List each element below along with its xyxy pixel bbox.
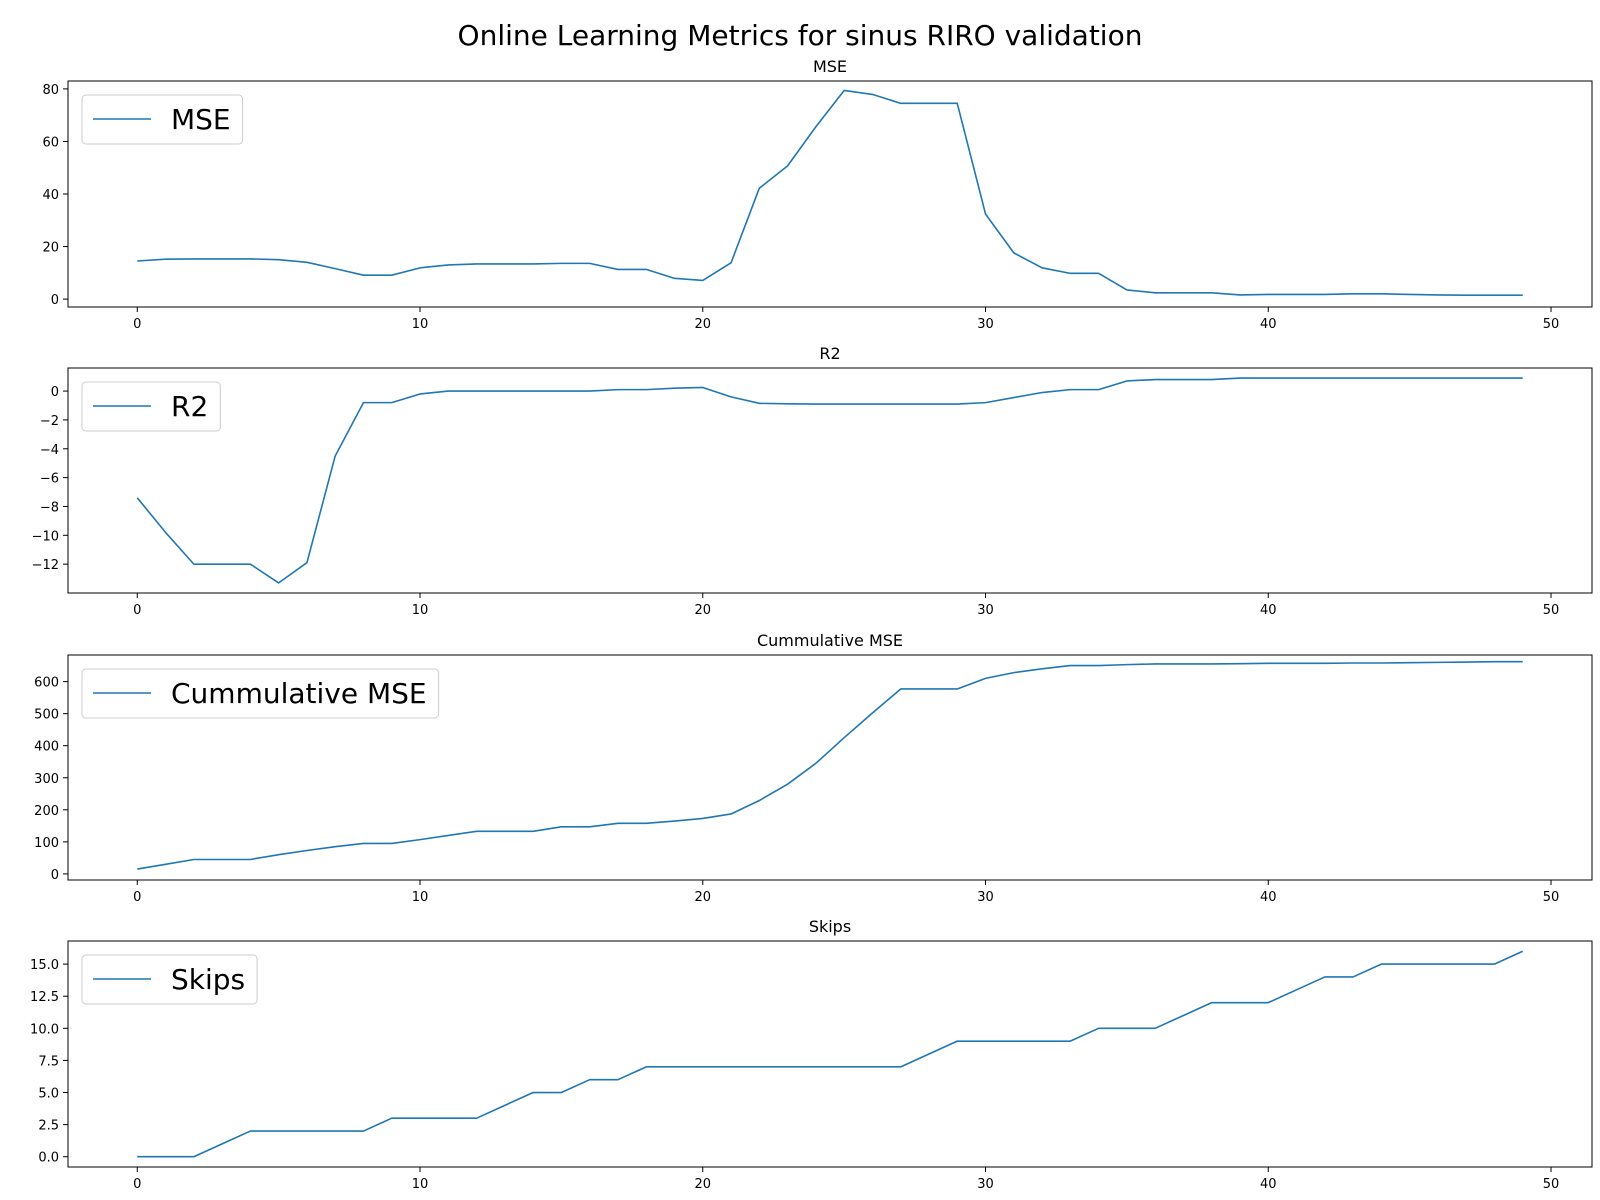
y-tick-label: 80 bbox=[42, 83, 59, 98]
series-line bbox=[137, 89, 1523, 296]
y-tick-label: 0.0 bbox=[38, 1151, 59, 1166]
x-tick-label: 20 bbox=[694, 890, 711, 905]
x-tick-label: 30 bbox=[977, 890, 994, 905]
legend: R2 bbox=[81, 381, 221, 432]
y-tick-label: −10 bbox=[32, 529, 59, 544]
series-line bbox=[136, 377, 1523, 584]
legend: MSE bbox=[81, 94, 244, 145]
y-tick-label: −8 bbox=[40, 500, 59, 515]
axes-frame bbox=[67, 80, 1593, 308]
axes-frame bbox=[67, 940, 1593, 1168]
x-tick-label: 10 bbox=[412, 890, 429, 905]
x-tick-label: 10 bbox=[412, 1177, 429, 1192]
y-tick-label: 12.5 bbox=[30, 990, 59, 1005]
x-tick-label: 40 bbox=[1260, 317, 1277, 332]
subplot-title: MSE bbox=[813, 57, 847, 76]
x-tick-label: 20 bbox=[694, 317, 711, 332]
figure-title: Online Learning Metrics for sinus RIRO v… bbox=[458, 19, 1143, 52]
y-tick-label: 0 bbox=[51, 293, 59, 308]
y-tick-label: 600 bbox=[34, 676, 59, 691]
y-tick-label: −6 bbox=[40, 472, 59, 487]
legend-label: Cummulative MSE bbox=[171, 677, 427, 710]
y-tick-label: −2 bbox=[40, 414, 59, 429]
legend-label: Skips bbox=[171, 963, 245, 996]
series-line bbox=[137, 950, 1524, 1158]
x-tick-label: 50 bbox=[1543, 890, 1560, 905]
subplot-title: R2 bbox=[819, 344, 840, 363]
x-tick-label: 40 bbox=[1260, 603, 1277, 618]
legend-box bbox=[81, 381, 221, 432]
x-tick-label: 30 bbox=[977, 1177, 994, 1192]
x-tick-label: 0 bbox=[133, 603, 141, 618]
y-tick-label: 7.5 bbox=[38, 1054, 59, 1069]
legend-box bbox=[81, 94, 244, 145]
y-tick-label: 40 bbox=[42, 188, 59, 203]
x-tick-label: 30 bbox=[977, 603, 994, 618]
legend-box bbox=[81, 954, 258, 1005]
x-tick-label: 50 bbox=[1543, 1177, 1560, 1192]
legend-label: MSE bbox=[171, 103, 231, 136]
y-tick-label: 200 bbox=[34, 804, 59, 819]
subplot-title: Cummulative MSE bbox=[757, 631, 903, 650]
x-tick-label: 20 bbox=[694, 1177, 711, 1192]
x-tick-label: 0 bbox=[133, 317, 141, 332]
x-tick-label: 10 bbox=[412, 603, 429, 618]
x-tick-label: 0 bbox=[133, 1177, 141, 1192]
legend-box bbox=[81, 668, 440, 719]
y-tick-label: 5.0 bbox=[38, 1087, 59, 1102]
subplot-title: Skips bbox=[809, 917, 851, 936]
y-tick-label: 300 bbox=[34, 772, 59, 787]
y-tick-label: 2.5 bbox=[38, 1119, 59, 1134]
y-tick-label: 0 bbox=[51, 868, 59, 883]
series-line bbox=[137, 660, 1523, 870]
legend: Cummulative MSE bbox=[81, 668, 440, 719]
y-tick-label: −4 bbox=[40, 443, 59, 458]
y-tick-label: −12 bbox=[32, 558, 59, 573]
y-tick-label: 20 bbox=[42, 241, 59, 256]
y-tick-label: 500 bbox=[34, 708, 59, 723]
y-tick-label: 15.0 bbox=[30, 958, 59, 973]
axes-frame bbox=[67, 654, 1593, 881]
y-tick-label: 10.0 bbox=[30, 1022, 59, 1037]
axes-frame bbox=[67, 367, 1593, 594]
subplot-4: Skips 0 10 20 30 40 50 0.0 2.5 5.0 7.5 10.0 12.5 15.0… bbox=[30, 917, 1593, 1192]
subplot-1: MSE 0 10 20 30 40 50 0 20 40 60 80 MSE bbox=[42, 57, 1593, 332]
legend-label: R2 bbox=[171, 390, 208, 423]
y-tick-label: 60 bbox=[42, 135, 59, 150]
x-tick-label: 10 bbox=[412, 317, 429, 332]
subplot-2: R2 0 10 20 30 40 50 0 −2 −4 −6 −8 −10 −12 R2 bbox=[32, 344, 1593, 618]
x-tick-label: 0 bbox=[133, 890, 141, 905]
x-tick-label: 40 bbox=[1260, 1177, 1277, 1192]
legend: Skips bbox=[81, 954, 258, 1005]
x-tick-label: 40 bbox=[1260, 890, 1277, 905]
x-tick-label: 50 bbox=[1543, 603, 1560, 618]
y-tick-label: 400 bbox=[34, 740, 59, 755]
y-tick-label: 100 bbox=[34, 836, 59, 851]
y-tick-label: 0 bbox=[51, 385, 59, 400]
x-tick-label: 20 bbox=[694, 603, 711, 618]
x-tick-label: 30 bbox=[977, 317, 994, 332]
x-tick-label: 50 bbox=[1543, 317, 1560, 332]
